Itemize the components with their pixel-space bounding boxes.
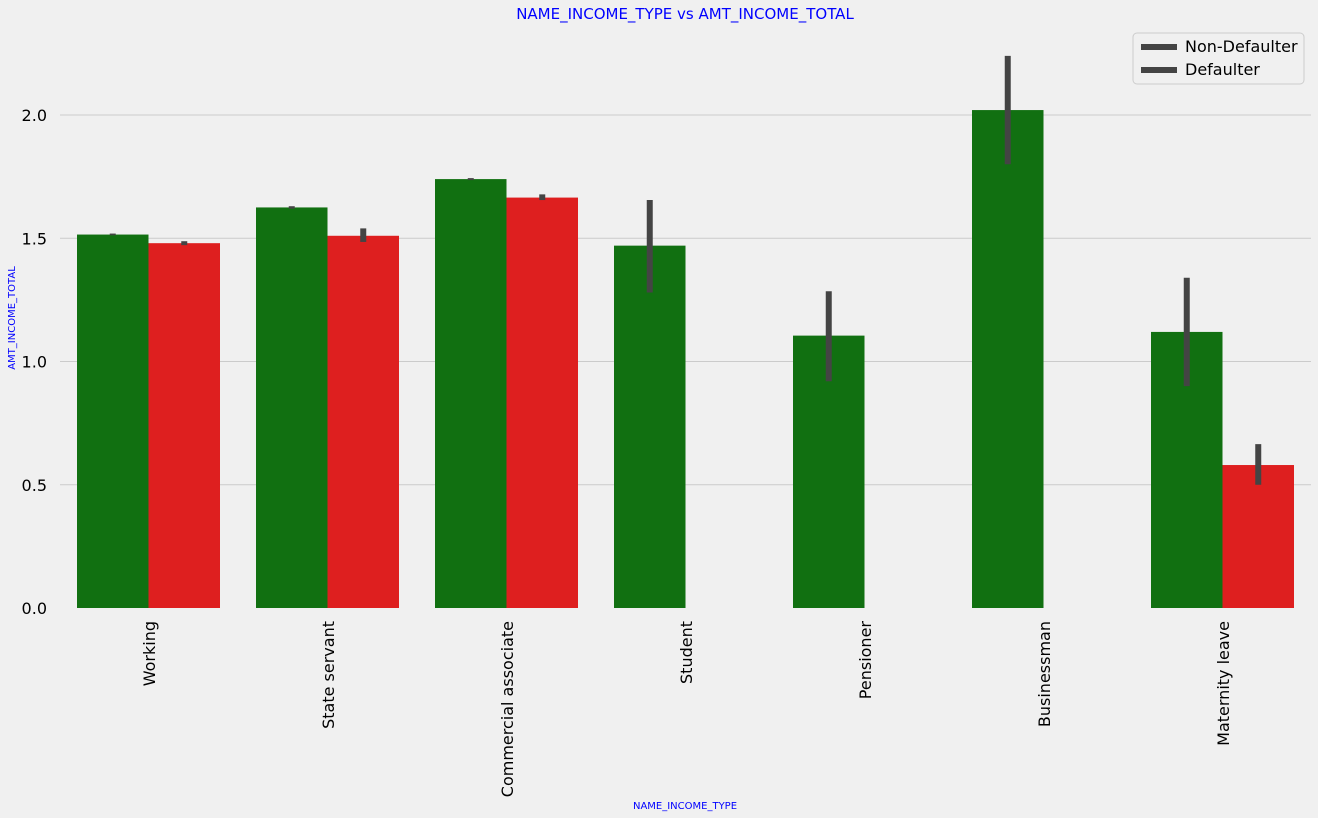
x-axis-label: NAME_INCOME_TYPE bbox=[633, 801, 737, 812]
bar-working-non-defaulter bbox=[77, 234, 149, 609]
legend: Non-Defaulter Defaulter bbox=[1132, 32, 1305, 85]
error-bars bbox=[109, 55, 1262, 485]
y-tick-label: 2.0 bbox=[22, 106, 47, 125]
x-tick-label-maternity-leave: Maternity leave bbox=[1214, 621, 1233, 746]
x-tick-label-pensioner: Pensioner bbox=[856, 621, 875, 700]
bar-maternity-leave-defaulter bbox=[1222, 465, 1294, 608]
x-tick-label-state-servant: State servant bbox=[319, 621, 338, 729]
x-tick-label-commercial-associate: Commercial associate bbox=[498, 621, 517, 797]
bar-working-defaulter bbox=[148, 243, 220, 608]
bar-student-non-defaulter bbox=[614, 245, 686, 608]
x-tick-label-working: Working bbox=[140, 621, 159, 686]
bar-commercial-associate-non-defaulter bbox=[435, 179, 507, 608]
x-tick-label-businessman: Businessman bbox=[1035, 621, 1054, 727]
y-tick-label: 0.0 bbox=[22, 599, 47, 618]
legend-swatch-defaulter bbox=[1141, 67, 1177, 73]
bar-commercial-associate-defaulter bbox=[506, 197, 578, 608]
x-tick-labels: Working State servant Commercial associate… bbox=[140, 621, 1233, 798]
y-tick-label: 0.5 bbox=[22, 476, 47, 495]
y-axis-label: AMT_INCOME_TOTAL bbox=[7, 266, 18, 370]
y-tick-label: 1.5 bbox=[22, 229, 47, 248]
bar-state-servant-non-defaulter bbox=[256, 207, 328, 608]
x-tick-label-student: Student bbox=[677, 621, 696, 684]
bar-businessman-non-defaulter bbox=[972, 110, 1044, 608]
legend-label-non-defaulter: Non-Defaulter bbox=[1185, 37, 1298, 56]
legend-swatch-non-defaulter bbox=[1141, 44, 1177, 50]
y-tick-label: 1.0 bbox=[22, 353, 47, 372]
bars bbox=[77, 110, 1294, 609]
chart-title: NAME_INCOME_TYPE vs AMT_INCOME_TOTAL bbox=[516, 5, 854, 24]
bar-state-servant-defaulter bbox=[327, 235, 399, 608]
y-tick-labels: 0.0 0.5 1.0 1.5 2.0 bbox=[22, 106, 47, 618]
legend-label-defaulter: Defaulter bbox=[1185, 60, 1260, 79]
